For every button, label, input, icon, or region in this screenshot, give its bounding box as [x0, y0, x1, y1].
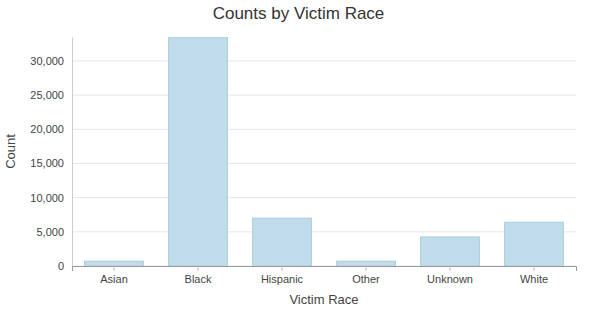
x-tick-label: Unknown [427, 273, 473, 285]
x-axis: Asian Black Hispanic Other Unknown White [73, 266, 577, 285]
bar[interactable] [505, 222, 564, 266]
x-tick: White [520, 266, 548, 285]
x-tick: Other [352, 266, 380, 285]
y-tick-label: 25,000 [30, 89, 64, 101]
y-tick: 0 [58, 260, 72, 272]
x-axis-title: Victim Race [289, 292, 358, 307]
x-tick: Unknown [427, 266, 473, 285]
grid-line [72, 197, 576, 198]
x-tick-label: Asian [100, 273, 128, 285]
x-tick-mark [450, 266, 451, 271]
bars [85, 38, 564, 266]
x-tick-mark [366, 266, 367, 271]
y-tick-label: 15,000 [30, 157, 64, 169]
x-tick: Hispanic [261, 266, 304, 285]
bar[interactable] [85, 261, 144, 266]
bar[interactable] [421, 237, 480, 266]
x-tick: Asian [100, 266, 128, 285]
y-tick: 20,000 [30, 123, 72, 135]
x-tick-label: Hispanic [261, 273, 304, 285]
x-tick-mark [114, 266, 115, 271]
x-tick-label: Other [352, 273, 380, 285]
x-tick-mark [282, 266, 283, 271]
y-axis-title: Count [3, 134, 18, 169]
bar[interactable] [169, 38, 228, 266]
y-tick-label: 10,000 [30, 192, 64, 204]
grid-line [72, 95, 576, 96]
bar[interactable] [337, 261, 396, 266]
y-tick-label: 5,000 [36, 226, 64, 238]
grid-line [72, 60, 576, 61]
y-tick: 10,000 [30, 192, 72, 204]
y-tick: 25,000 [30, 89, 72, 101]
y-tick-label: 20,000 [30, 123, 64, 135]
y-axis-line [72, 38, 73, 267]
chart: 0 5,000 10,000 15,000 20,000 25,000 30,000 Asia… [0, 0, 597, 309]
plot: 0 5,000 10,000 15,000 20,000 25,000 30,000 Asia… [30, 38, 576, 285]
y-axis: 0 5,000 10,000 15,000 20,000 25,000 30,000 [30, 38, 72, 273]
grid [72, 61, 576, 266]
bar[interactable] [253, 218, 312, 266]
y-tick: 5,000 [36, 226, 72, 238]
x-axis-line [73, 267, 577, 272]
grid-line [72, 231, 576, 232]
x-tick: Black [185, 266, 212, 285]
y-tick: 30,000 [30, 55, 72, 67]
x-tick-label: Black [185, 273, 212, 285]
x-tick-mark [534, 266, 535, 271]
y-tick-label: 0 [58, 260, 64, 272]
x-tick-mark [198, 266, 199, 271]
grid-line [72, 163, 576, 164]
title: Counts by Victim Race [213, 4, 385, 23]
x-tick-label: White [520, 273, 548, 285]
y-tick: 15,000 [30, 157, 72, 169]
y-tick-label: 30,000 [30, 55, 64, 67]
grid-line [72, 129, 576, 130]
